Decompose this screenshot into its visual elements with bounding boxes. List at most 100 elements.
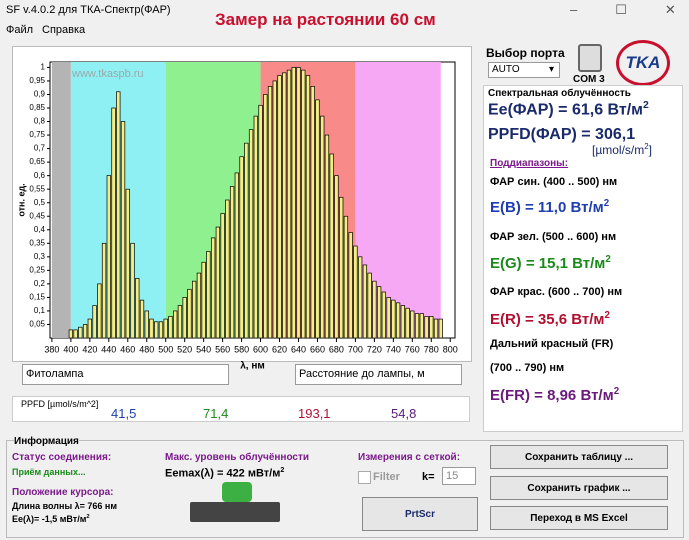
- bar: [372, 280, 377, 339]
- range-blue: ФАР син. (400 .. 500) нм: [490, 176, 618, 188]
- y-tick-label: 0,4: [34, 225, 46, 234]
- bar: [400, 305, 405, 339]
- bar: [296, 67, 301, 339]
- bar: [391, 299, 396, 339]
- ppfd-row: PPFD [µmol/s/m^2] 41,5 71,4 193,1 54,8: [12, 396, 470, 422]
- prtscr-button[interactable]: PrtScr: [362, 497, 478, 531]
- distance-field[interactable]: Расстояние до лампы, м: [295, 364, 462, 385]
- x-tick-label: 540: [196, 344, 211, 354]
- text: 2: [603, 198, 610, 209]
- window-controls[interactable]: –☐✕: [570, 2, 676, 17]
- bar: [291, 67, 296, 339]
- bar: [135, 278, 140, 339]
- info-title: Информация: [14, 436, 79, 447]
- save-table-button[interactable]: Сохранить таблицу ...: [490, 445, 668, 469]
- text: E(FR) = 8,96 Вт/м: [490, 387, 614, 404]
- x-tick-label: 660: [310, 344, 325, 354]
- bar: [395, 302, 401, 339]
- text: ]: [648, 143, 652, 157]
- text: E(B) = 11,0 Вт/м: [490, 199, 604, 216]
- text: 2: [613, 386, 620, 397]
- x-tick-label: 580: [234, 344, 249, 354]
- bar: [282, 72, 287, 339]
- bar: [258, 104, 263, 339]
- y-tick-label: 1: [41, 63, 46, 72]
- bar: [196, 272, 202, 339]
- bar: [177, 305, 183, 339]
- excel-button[interactable]: Переход в MS Excel: [490, 506, 668, 530]
- menu-help[interactable]: Справка: [42, 24, 86, 36]
- save-chart-button[interactable]: Сохранить график ...: [490, 476, 668, 500]
- ppfd-par: PPFD(ФАР) = 306,1: [488, 126, 636, 143]
- grid-label: Измерения с сеткой:: [358, 452, 461, 463]
- text: 2: [644, 142, 649, 151]
- bar: [125, 188, 130, 339]
- bar: [139, 299, 145, 339]
- bar: [410, 310, 415, 339]
- bar: [244, 142, 249, 339]
- bar: [334, 175, 339, 339]
- bar: [201, 261, 206, 339]
- chip-icon: [190, 502, 280, 522]
- bar: [381, 291, 387, 339]
- bar: [315, 99, 320, 339]
- y-tick-label: 0,8: [34, 117, 46, 126]
- k-input[interactable]: 15: [442, 467, 476, 485]
- text: 2: [86, 514, 90, 520]
- k-label: k=: [422, 471, 435, 483]
- filter-checkbox[interactable]: [358, 471, 371, 484]
- text: Eemax(λ) = 422 мВт/м: [165, 467, 281, 480]
- max-value: Eemax(λ) = 422 мВт/м2: [165, 466, 284, 480]
- bar: [101, 242, 107, 339]
- bar: [433, 318, 439, 339]
- lamp-field[interactable]: Фитолампа: [22, 364, 229, 385]
- bar: [154, 321, 159, 339]
- bar: [234, 172, 240, 339]
- bar: [376, 286, 382, 339]
- bar: [438, 318, 443, 339]
- ppfd-red: 193,1: [298, 406, 331, 421]
- max-label: Макс. уровень облучённости: [165, 452, 310, 463]
- e-green: E(G) = 15,1 Вт/м2: [490, 254, 611, 272]
- x-tick-label: 420: [82, 344, 97, 354]
- bar: [358, 256, 363, 339]
- bar: [277, 75, 282, 339]
- x-tick-label: 560: [215, 344, 230, 354]
- bar: [82, 324, 88, 339]
- ee-par: Ee(ФАР) = 61,6 Вт/м2: [488, 100, 649, 119]
- bar: [68, 329, 74, 339]
- bar: [163, 318, 168, 339]
- y-tick-label: 0,45: [29, 211, 45, 220]
- bar: [324, 134, 330, 339]
- y-tick-label: 0,15: [29, 293, 45, 302]
- text: 2: [643, 100, 649, 111]
- bar: [367, 272, 372, 339]
- x-tick-label: 400: [63, 344, 78, 354]
- bar: [168, 316, 173, 339]
- text: E(R) = 35,6 Вт/м: [490, 311, 605, 328]
- bar: [158, 321, 164, 339]
- x-tick-label: 520: [177, 344, 192, 354]
- ppfd-unit: [µmol/s/m2]: [592, 142, 652, 157]
- x-tick-label: 480: [139, 344, 154, 354]
- text: 2: [604, 310, 610, 321]
- bar: [229, 186, 235, 339]
- arrow-icon: [222, 482, 252, 502]
- bar: [305, 75, 311, 339]
- bar: [339, 196, 344, 339]
- port-select[interactable]: AUTO ▾: [488, 62, 560, 78]
- status: Приём данных...: [12, 467, 86, 477]
- menu-file[interactable]: Файл: [6, 24, 34, 36]
- bar: [73, 329, 78, 339]
- bar: [144, 310, 149, 339]
- bar: [343, 215, 349, 339]
- logo: TKA: [616, 40, 670, 86]
- com-label: COM 3: [573, 74, 605, 85]
- y-tick-label: 0,55: [29, 184, 45, 193]
- bar: [225, 199, 230, 339]
- window-title: SF v.4.0.2 для ТКА-Спектр(ФАР): [6, 4, 171, 16]
- bar: [419, 313, 424, 339]
- bar: [220, 213, 225, 339]
- cursor-label: Положение курсора:: [12, 487, 114, 498]
- y-tick-label: 0,85: [29, 103, 45, 112]
